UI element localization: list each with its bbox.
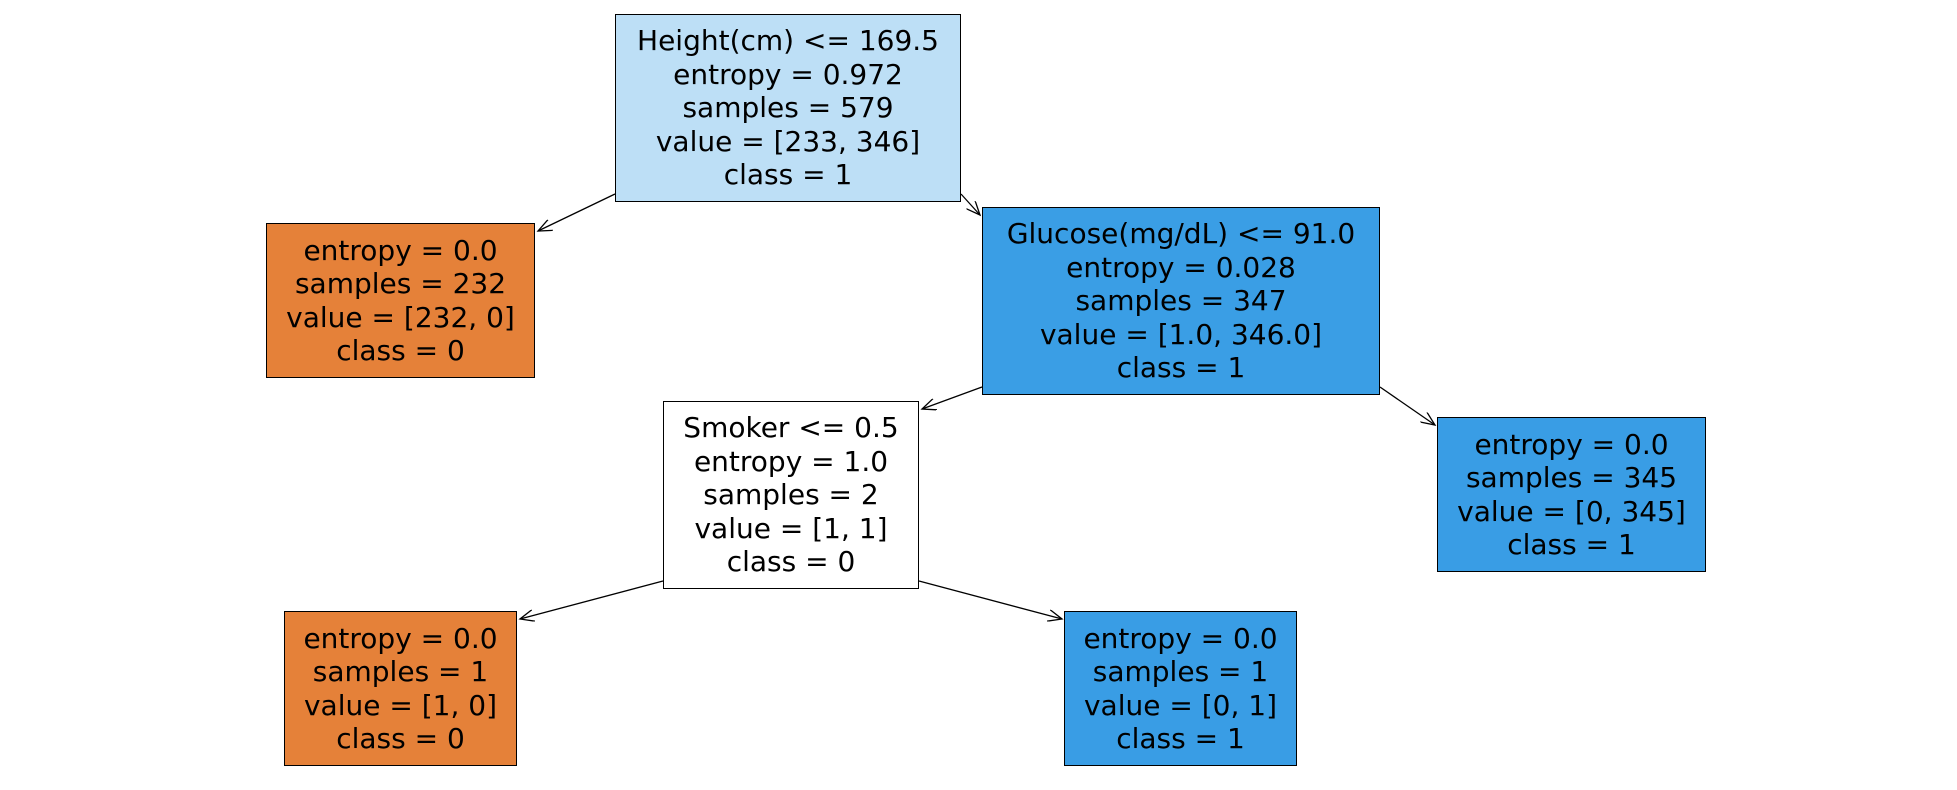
node-condition: Glucose(mg/dL) <= 91.0 xyxy=(1006,217,1356,251)
edge-root-to-glucose xyxy=(960,193,980,215)
edge-glucose-to-leaf-right-glucose xyxy=(1379,386,1435,425)
node-class: class = 0 xyxy=(336,334,465,367)
node-entropy: entropy = 1.0 xyxy=(693,444,889,478)
node-entropy: entropy = 0.0 xyxy=(303,233,498,267)
node-class: class = 0 xyxy=(726,545,856,579)
tree-node-leaf-left-1: entropy = 0.0 samples = 232 value = [232… xyxy=(266,223,535,378)
tree-node-smoker: Smoker <= 0.5 entropy = 1.0 samples = 2 … xyxy=(663,401,919,589)
node-entropy: entropy = 0.0 xyxy=(303,621,498,655)
tree-node-leaf-smoker-left: entropy = 0.0 samples = 1 value = [1, 0]… xyxy=(284,611,517,766)
node-value: value = [233, 346] xyxy=(655,124,921,158)
node-value: value = [1, 1] xyxy=(694,511,888,545)
tree-node-glucose: Glucose(mg/dL) <= 91.0 entropy = 0.028 s… xyxy=(982,207,1380,395)
node-condition: Height(cm) <= 169.5 xyxy=(637,24,939,58)
node-samples: samples = 347 xyxy=(1075,284,1287,318)
node-value: value = [1, 0] xyxy=(303,688,498,722)
node-samples: samples = 345 xyxy=(1465,461,1678,494)
tree-node-root: Height(cm) <= 169.5 entropy = 0.972 samp… xyxy=(615,14,961,202)
node-samples: samples = 2 xyxy=(703,478,879,512)
node-class: class = 1 xyxy=(1507,528,1636,561)
node-entropy: entropy = 0.0 xyxy=(1474,427,1669,461)
node-entropy: entropy = 0.028 xyxy=(1066,250,1296,284)
node-class: class = 0 xyxy=(336,722,465,755)
tree-node-leaf-smoker-right: entropy = 0.0 samples = 1 value = [0, 1]… xyxy=(1064,611,1297,766)
node-class: class = 1 xyxy=(1116,722,1245,755)
node-value: value = [232, 0] xyxy=(286,300,515,334)
edge-smoker-to-leaf-smoker-right xyxy=(918,580,1062,619)
node-value: value = [0, 1] xyxy=(1083,688,1278,722)
edge-glucose-to-smoker xyxy=(922,386,983,409)
node-value: value = [0, 345] xyxy=(1457,494,1686,528)
node-samples: samples = 1 xyxy=(312,655,489,688)
node-samples: samples = 1 xyxy=(1092,655,1269,688)
node-condition: Smoker <= 0.5 xyxy=(683,411,899,445)
node-class: class = 1 xyxy=(1116,351,1246,385)
node-class: class = 1 xyxy=(723,158,853,192)
tree-node-leaf-right-glucose: entropy = 0.0 samples = 345 value = [0, … xyxy=(1437,417,1706,572)
edge-root-to-leaf-left-1 xyxy=(538,193,616,231)
node-samples: samples = 579 xyxy=(682,91,894,125)
node-value: value = [1.0, 346.0] xyxy=(1039,317,1323,351)
node-samples: samples = 232 xyxy=(294,267,507,300)
node-entropy: entropy = 0.0 xyxy=(1083,621,1278,655)
edge-smoker-to-leaf-smoker-left xyxy=(520,580,664,619)
node-entropy: entropy = 0.972 xyxy=(673,57,903,91)
